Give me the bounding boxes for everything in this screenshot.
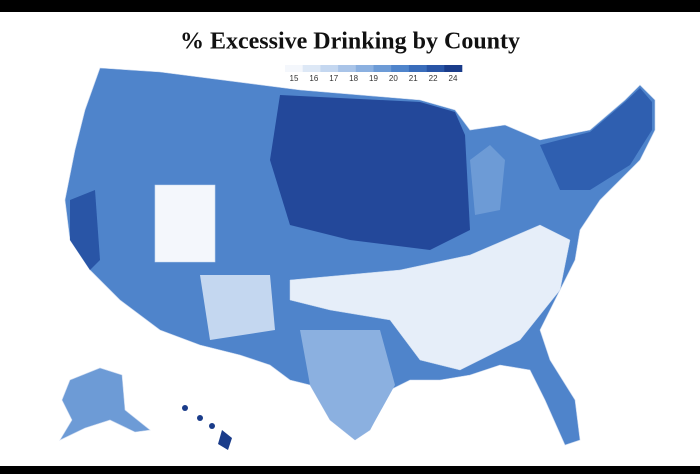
legend-swatch xyxy=(373,65,392,72)
hawaii xyxy=(182,405,232,450)
legend-tick-label: 19 xyxy=(369,74,378,83)
michigan-region xyxy=(470,145,505,215)
legend-swatch xyxy=(355,65,374,72)
legend-tick-label: 16 xyxy=(309,74,318,83)
alaska xyxy=(59,367,151,441)
legend-tick-label: 22 xyxy=(429,74,438,83)
us-outline xyxy=(64,67,656,446)
legend-tick-label: 18 xyxy=(349,74,358,83)
legend-swatch xyxy=(426,65,445,72)
legend-swatch xyxy=(444,65,463,72)
legend-tick-label: 15 xyxy=(290,74,299,83)
california-region xyxy=(70,190,100,270)
legend-swatch xyxy=(338,65,357,72)
legend: 15 16 17 18 19 20 21 22 24 xyxy=(285,65,463,83)
legend-swatch xyxy=(408,65,427,72)
map-title: % Excessive Drinking by County xyxy=(180,29,520,55)
contiguous-us xyxy=(64,67,656,446)
legend-tick-label: 24 xyxy=(449,74,458,83)
hawaii-island xyxy=(218,430,232,450)
legend-tick-label: 21 xyxy=(409,74,418,83)
legend-tick-label: 20 xyxy=(389,74,398,83)
texas-region xyxy=(300,330,395,440)
hawaii-island xyxy=(209,423,215,429)
northeast-region xyxy=(540,88,652,190)
legend-swatch xyxy=(391,65,410,72)
south-central-region xyxy=(289,224,571,371)
hawaii-island xyxy=(182,405,188,411)
legend-tick-label: 17 xyxy=(329,74,338,83)
legend-swatch xyxy=(320,65,339,72)
hawaii-island xyxy=(197,415,203,421)
utah-region xyxy=(154,184,216,263)
new-mexico-region xyxy=(200,275,275,340)
midwest-region xyxy=(270,95,470,250)
legend-swatch xyxy=(302,65,321,72)
legend-swatch xyxy=(285,65,303,72)
